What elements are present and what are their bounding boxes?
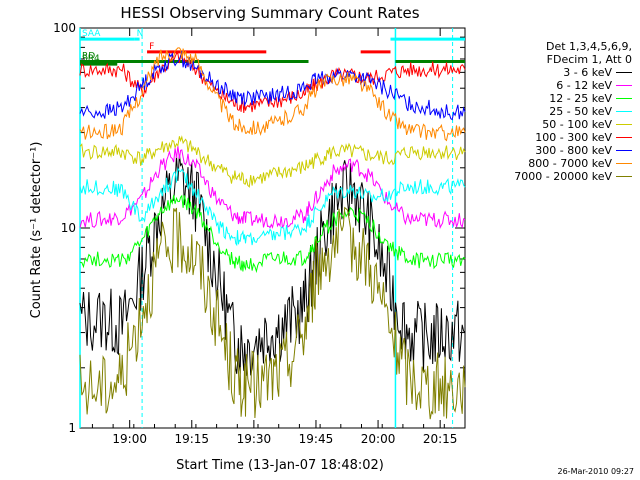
series-line [79, 206, 466, 420]
legend-entry: 25 - 50 keV [470, 105, 632, 118]
x-tick-label: 20:00 [361, 432, 396, 446]
series-line [79, 51, 466, 114]
legend-swatch [616, 163, 632, 164]
legend: Det 1,3,4,5,6,9, FDecim 1, Att 0 3 - 6 k… [470, 40, 632, 183]
legend-entries: 3 - 6 keV 6 - 12 keV 12 - 25 keV 25 - 50 ke… [470, 66, 632, 183]
legend-swatch [616, 137, 632, 138]
legend-entry: 7000 - 20000 keV [470, 170, 632, 183]
state-bar-label: RD [82, 51, 95, 61]
series-line [79, 194, 466, 274]
legend-swatch [616, 111, 632, 112]
chart-title: HESSI Observing Summary Count Rates [120, 4, 419, 22]
legend-entry-label: 3 - 6 keV [563, 66, 612, 79]
legend-entry-label: 300 - 800 keV [535, 144, 612, 157]
legend-header-line-2: FDecim 1, Att 0 [546, 53, 632, 66]
legend-entry-label: 25 - 50 keV [549, 105, 612, 118]
legend-entry-label: 12 - 25 keV [549, 92, 612, 105]
legend-entry: 50 - 100 keV [470, 118, 632, 131]
x-tick-label: 19:15 [174, 432, 209, 446]
series-lines [79, 47, 466, 420]
y-tick-label: 10 [61, 221, 76, 235]
series-line [79, 47, 466, 142]
y-axis-label: Count Rate (s⁻¹ detector⁻¹) [29, 142, 44, 319]
series-line [79, 166, 466, 247]
legend-entry: 12 - 25 keV [470, 92, 632, 105]
series-line [79, 135, 466, 188]
x-tick-label: 20:15 [423, 432, 458, 446]
legend-entry-label: 7000 - 20000 keV [514, 170, 612, 183]
legend-entry: 800 - 7000 keV [470, 157, 632, 170]
x-axis-label: Start Time (13-Jan-07 18:48:02) [176, 458, 384, 473]
legend-swatch [616, 124, 632, 125]
generation-timestamp: 26-Mar-2010 09:27 [557, 467, 635, 476]
legend-entry: 300 - 800 keV [470, 144, 632, 157]
y-tick-label: 100 [53, 21, 76, 35]
series-line [79, 146, 466, 229]
legend-swatch [616, 72, 632, 73]
state-bar-label: F [149, 42, 154, 52]
series-line [79, 154, 466, 376]
legend-entry-label: 50 - 100 keV [542, 118, 612, 131]
x-tick-label: 19:00 [112, 432, 147, 446]
legend-entry-label: 100 - 300 keV [535, 131, 612, 144]
legend-swatch [616, 150, 632, 151]
x-tick-label: 19:30 [237, 432, 272, 446]
legend-entry-label: 6 - 12 keV [556, 79, 612, 92]
legend-header-line-1: Det 1,3,4,5,6,9, [545, 40, 632, 53]
y-tick-label: 1 [68, 421, 76, 435]
legend-swatch [616, 85, 632, 86]
legend-entry: 6 - 12 keV [470, 79, 632, 92]
state-bar-label: SAA [82, 29, 101, 39]
plot-axes: 19:00 19:15 19:30 19:45 20:00 20:15 1 10 100 [53, 21, 466, 446]
legend-entry-label: 800 - 7000 keV [528, 157, 612, 170]
state-bar-label: N [137, 29, 144, 39]
state-bar-label: SR4 [82, 54, 100, 64]
legend-entry: 3 - 6 keV [470, 66, 632, 79]
x-tick-label: 19:45 [299, 432, 334, 446]
legend-swatch [616, 98, 632, 99]
legend-swatch [616, 176, 632, 177]
legend-entry: 100 - 300 keV [470, 131, 632, 144]
